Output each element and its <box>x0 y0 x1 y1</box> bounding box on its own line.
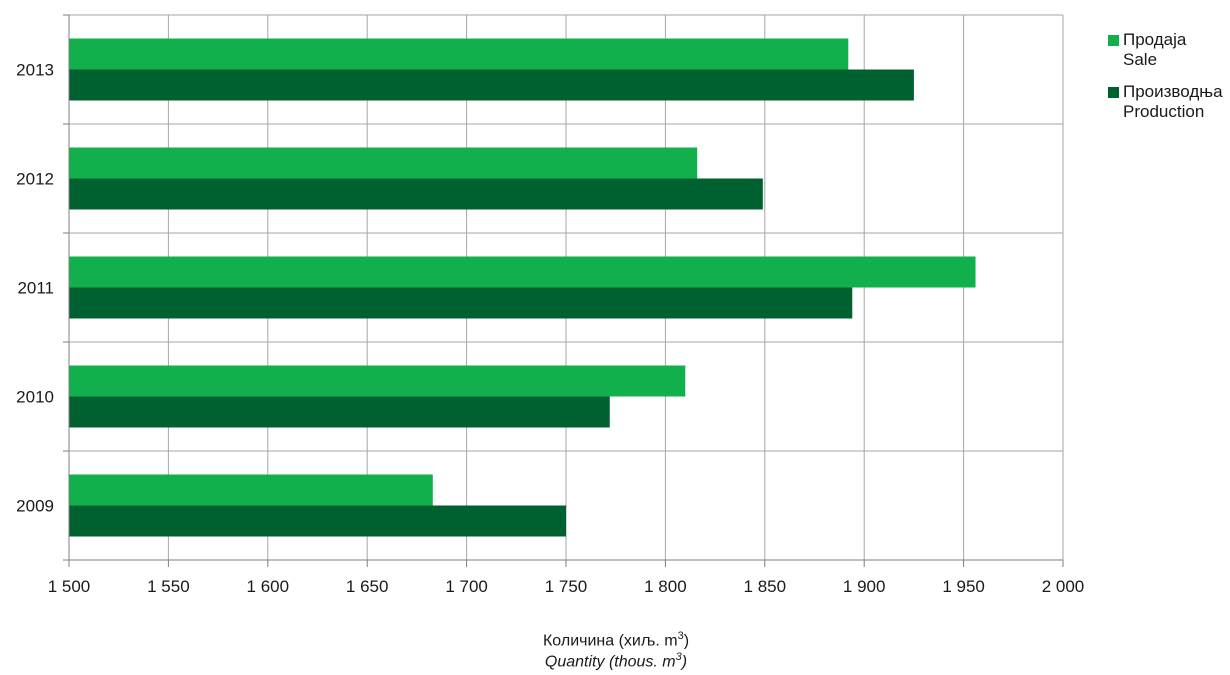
bar-production-2009 <box>69 505 566 537</box>
legend-swatch-sale <box>1108 35 1119 46</box>
legend-label-production-en: Production <box>1123 102 1205 121</box>
legend-label-sale-en: Sale <box>1123 50 1158 69</box>
x-tick-label: 1 700 <box>445 577 488 596</box>
x-axis-title-sr: Количина (хиљ. m3) <box>542 630 690 650</box>
x-tick-labels: 1 500 1 550 1 600 1 650 1 700 1 750 1 800 1 850… <box>48 577 1085 596</box>
category-labels: 2009 2010 2011 2012 2013 <box>16 61 54 516</box>
bar-production-2010 <box>69 396 610 428</box>
legend-item-production: Производња Production <box>1108 82 1223 122</box>
bar-sale-2013 <box>69 38 849 70</box>
bar-sale-2012 <box>69 147 698 179</box>
x-tick-label: 1 600 <box>247 577 290 596</box>
legend-label-sale-sr: Продаја <box>1123 30 1187 49</box>
category-label: 2009 <box>16 497 54 516</box>
legend-item-sale: Продаја Sale <box>1108 30 1223 70</box>
category-label: 2010 <box>16 388 54 407</box>
x-axis-title-en: Quantity (thous. m3) <box>544 651 688 671</box>
x-tick-label: 1 550 <box>147 577 190 596</box>
x-tick-label: 1 900 <box>843 577 886 596</box>
x-tick-label: 2 000 <box>1042 577 1085 596</box>
x-tick-label: 1 750 <box>545 577 588 596</box>
legend-label-production-sr: Производња <box>1123 82 1223 101</box>
legend-swatch-production <box>1108 87 1119 98</box>
bar-sale-2010 <box>69 365 686 397</box>
legend: Продаја Sale Производња Production <box>1108 30 1223 134</box>
axes <box>63 14 1064 567</box>
category-label: 2012 <box>16 170 54 189</box>
x-tick-label: 1 950 <box>942 577 985 596</box>
x-tick-label: 1 650 <box>346 577 389 596</box>
x-tick-label: 1 850 <box>744 577 787 596</box>
bars <box>69 38 976 537</box>
bar-production-2013 <box>69 69 914 101</box>
x-tick-label: 1 500 <box>48 577 91 596</box>
bar-sale-2009 <box>69 474 433 506</box>
bar-production-2012 <box>69 178 763 210</box>
bar-sale-2011 <box>69 256 976 288</box>
category-label: 2013 <box>16 61 54 80</box>
bar-production-2011 <box>69 287 853 319</box>
x-tick-label: 1 800 <box>644 577 687 596</box>
category-label: 2011 <box>17 279 54 298</box>
